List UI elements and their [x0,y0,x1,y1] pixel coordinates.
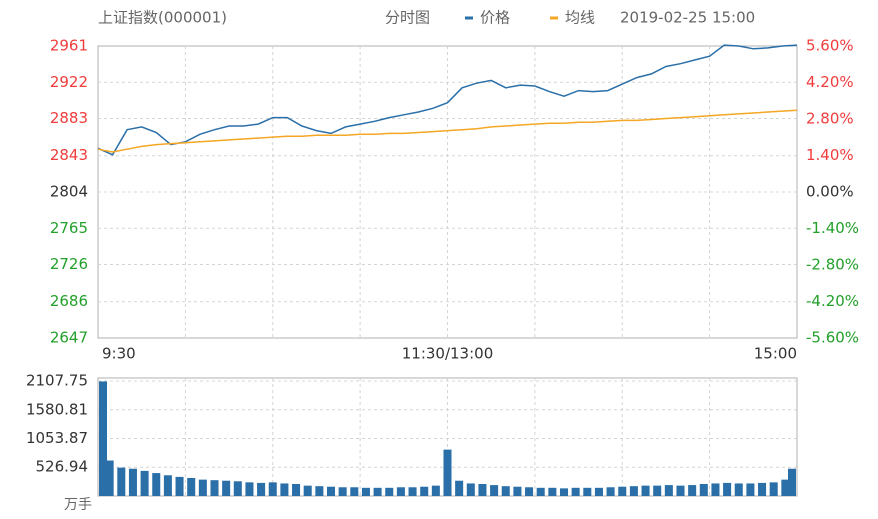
volume-bar [525,487,534,496]
volume-bar [303,485,312,496]
y2-tick-label: 5.60% [806,37,854,55]
y-tick-label: 2647 [50,329,88,347]
y-tick-label: 1053.87 [26,429,88,447]
series-line [97,109,798,153]
volume-bar [128,468,137,496]
volume-bar [466,483,475,496]
volume-bar [431,485,440,496]
volume-bar [175,476,184,496]
x-tick-label: 9:30 [102,345,136,363]
y2-tick-label: 0.00% [806,183,854,201]
volume-bar [233,481,242,496]
volume-bar [629,486,638,496]
volume-bar [280,483,289,496]
y2-tick-label: 1.40% [806,146,854,164]
y-tick-label: 2961 [50,37,88,55]
y2-tick-label: -2.80% [806,256,859,274]
volume-bar [326,486,336,496]
volume-bar [455,480,464,496]
y-tick-label: 2804 [50,183,88,201]
volume-bar [245,482,254,496]
y-tick-label: 2726 [50,255,88,273]
y2-tick-label: 2.80% [806,110,854,128]
volume-bar [315,486,324,496]
volume-bar [257,482,266,496]
volume-bar [536,487,545,496]
volume-bar [664,485,673,496]
volume-bar [513,486,522,496]
volume-bar [688,485,697,496]
volume-bar [152,473,161,496]
legend-label: 均线 [565,9,595,27]
volume-bar [163,475,172,496]
volume-bar [408,487,417,496]
volume-bar [606,487,615,496]
volume-bar [699,483,708,496]
y2-tick-label: -5.60% [806,329,859,347]
volume-bar [734,483,743,496]
volume-bar [781,479,790,496]
volume-bar [396,487,405,496]
volume-bar [653,485,662,496]
volume-bar [361,487,370,496]
volume-bar [420,486,429,496]
volume-bar [198,479,207,496]
volume-bar [105,460,114,496]
volume-bar [268,482,277,496]
volume-bar [758,482,767,496]
volume-bar [222,480,231,496]
y-tick-label: 526.94 [36,458,89,476]
x-tick-label: 11:30/13:00 [402,345,494,363]
volume-bar [99,381,108,496]
volume-unit: 万手 [64,497,92,513]
y-tick-label: 2922 [50,73,88,91]
y-tick-label: 2843 [50,146,88,164]
y2-tick-label: -1.40% [806,219,859,237]
volume-bar [746,483,755,496]
y2-tick-label: 4.20% [806,73,854,91]
x-tick-label: 15:00 [754,345,797,363]
volume-bar [210,480,219,496]
volume-bar [478,483,487,496]
volume-bar [443,449,452,496]
y-tick-label: 2765 [50,219,88,237]
y-tick-label: 2107.75 [26,372,88,390]
volume-bar [140,470,149,496]
volume-bar [583,487,592,496]
volume-bar [548,487,557,496]
chart-subtitle: 分时图 [385,9,430,27]
timestamp: 2019-02-25 15:00 [620,9,755,27]
volume-bar [769,482,778,496]
volume-bar [711,483,720,496]
volume-bar [490,485,499,496]
volume-bar [641,485,650,496]
volume-bar [618,486,627,496]
y2-tick-label: -4.20% [806,292,859,310]
volume-bar [292,483,301,496]
volume-bar [787,468,796,496]
volume-bar [373,487,382,496]
chart-title: 上证指数(000001) [98,9,227,27]
volume-bar [571,487,580,496]
volume-bar [676,485,685,496]
volume-bar [117,467,126,496]
volume-bar [338,487,347,496]
volume-bar [559,488,569,496]
volume-bar [594,487,603,496]
volume-bar [187,477,196,496]
volume-bar [385,487,394,496]
volume-bar [501,486,510,496]
legend-label: 价格 [480,9,510,27]
y-tick-label: 2686 [50,292,88,310]
volume-bar [723,482,732,496]
volume-bar [350,487,359,496]
y-tick-label: 2883 [50,109,88,127]
y-tick-label: 1580.81 [26,400,88,418]
series-line [97,44,798,156]
